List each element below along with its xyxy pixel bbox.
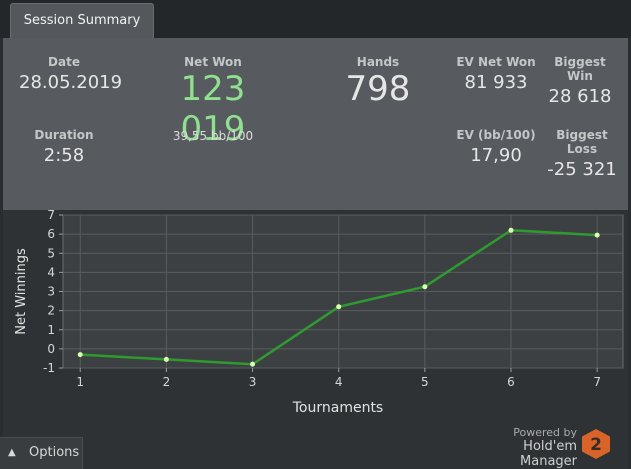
date-label: Date — [48, 55, 80, 69]
hm2-logo-icon: 2 — [582, 429, 610, 459]
data-point — [508, 227, 514, 233]
data-point — [77, 352, 83, 358]
data-point — [422, 284, 428, 290]
summary-panel: Date 28.05.2019 Net Won 123 019 39,55 bb… — [3, 38, 628, 210]
ev-net-won-stat: EV Net Won 81 933 — [456, 55, 536, 93]
ev-net-won-value: 81 933 — [464, 72, 528, 93]
options-button[interactable]: ▲ Options — [0, 437, 83, 469]
biggest-loss-value: -25 321 — [547, 159, 617, 180]
duration-value: 2:58 — [43, 145, 85, 166]
ev-bb100-label: EV (bb/100) — [456, 128, 536, 142]
chart-panel: -1 0 1 2 3 4 5 6 7 1 2 3 4 5 6 7 Tournaments Net Winnings — [3, 208, 628, 469]
biggest-win-value: 28 618 — [548, 86, 612, 107]
date-stat: Date 28.05.2019 — [19, 55, 123, 93]
y-tick-label: 4 — [47, 265, 55, 279]
net-won-value: 123 019 — [180, 69, 246, 149]
net-won-bb100: 39,55 bb/100 — [172, 129, 254, 143]
hands-stat: Hands 798 — [323, 55, 433, 109]
tab-session-summary[interactable]: Session Summary — [10, 3, 154, 39]
y-tick-label: 1 — [47, 323, 55, 337]
chevron-up-icon: ▲ — [8, 447, 16, 458]
y-tick-label: 2 — [47, 304, 55, 318]
y-tick-label: 5 — [47, 246, 55, 260]
date-value: 28.05.2019 — [19, 72, 123, 93]
y-tick-label: 3 — [47, 285, 55, 299]
ev-bb100-stat: EV (bb/100) 17,90 — [456, 128, 536, 166]
x-tick-label: 6 — [507, 375, 515, 389]
biggest-loss-label: Biggest Loss — [556, 128, 608, 156]
x-tick-label: 1 — [76, 375, 84, 389]
options-label: Options — [29, 445, 80, 460]
y-tick-label: 7 — [47, 210, 55, 222]
net-won-stat: Net Won 123 019 — [143, 55, 283, 149]
duration-label: Duration — [34, 128, 94, 142]
net-winnings-chart: -1 0 1 2 3 4 5 6 7 1 2 3 4 5 6 7 Tournaments Net Winnings — [14, 208, 624, 416]
net-won-label: Net Won — [184, 55, 242, 69]
ev-net-won-label: EV Net Won — [456, 55, 536, 69]
data-point — [594, 232, 600, 238]
biggest-win-stat: Biggest Win 28 618 — [540, 55, 620, 107]
x-tick-label: 2 — [163, 375, 171, 389]
duration-stat: Duration 2:58 — [19, 128, 109, 166]
x-tick-label: 7 — [593, 375, 601, 389]
y-axis-title: Net Winnings — [14, 248, 29, 335]
y-tick-label: -1 — [43, 361, 55, 375]
y-tick-label: 6 — [47, 227, 55, 241]
data-point — [250, 361, 256, 367]
badge-number: 2 — [590, 435, 602, 455]
powered-by-text: Powered by — [513, 426, 577, 439]
x-tick-label: 3 — [249, 375, 257, 389]
data-point — [163, 356, 169, 362]
y-tick-label: 0 — [47, 342, 55, 356]
powered-by: Powered by Hold'em Manager — [467, 426, 577, 469]
hands-label: Hands — [356, 55, 400, 69]
ev-bb100-value: 17,90 — [470, 145, 522, 166]
x-tick-label: 5 — [421, 375, 429, 389]
biggest-loss-stat: Biggest Loss -25 321 — [540, 128, 624, 180]
data-point — [336, 304, 342, 310]
x-axis-title: Tournaments — [292, 400, 383, 416]
x-tick-label: 4 — [335, 375, 343, 389]
biggest-win-label: Biggest Win — [554, 55, 606, 83]
hands-value: 798 — [345, 69, 411, 109]
product-name: Hold'em Manager — [520, 439, 577, 469]
